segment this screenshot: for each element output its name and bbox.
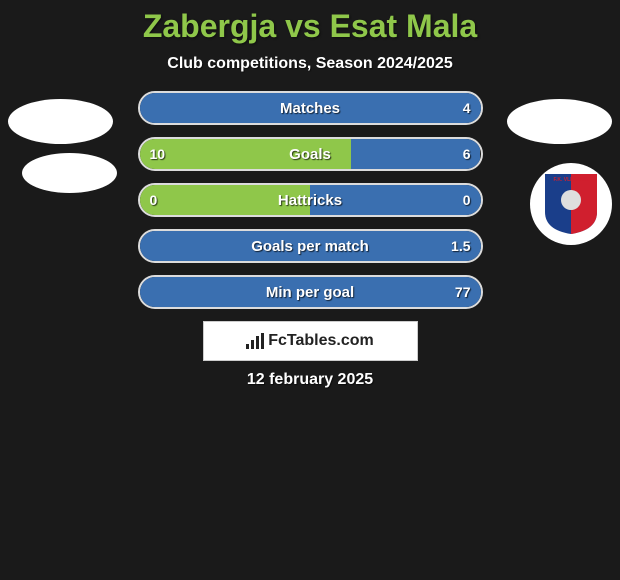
stat-value-left: 0 xyxy=(150,185,158,215)
stat-row: Matches4 xyxy=(138,91,483,125)
stat-row: Goals10 6 xyxy=(138,137,483,171)
stat-value-right: 6 xyxy=(463,139,471,169)
vllaznia-shield-icon: F.K. VLLAZNIA xyxy=(543,172,599,236)
player-left-avatar-placeholder xyxy=(8,99,113,144)
stat-label: Hattricks xyxy=(140,185,481,215)
page-title: Zabergja vs Esat Mala xyxy=(0,8,620,45)
brand-text: FcTables.com xyxy=(268,332,374,350)
badge-text: F.K. VLLAZNIA xyxy=(554,177,589,183)
subtitle: Club competitions, Season 2024/2025 xyxy=(0,55,620,73)
stat-row: Goals per match1.5 xyxy=(138,229,483,263)
stat-value-right: 0 xyxy=(463,185,471,215)
stats-area: F.K. VLLAZNIA Matches4 Goals10 6 Hattricks0… xyxy=(0,91,620,309)
stat-value-right: 77 xyxy=(455,277,471,307)
stat-label: Goals xyxy=(140,139,481,169)
comparison-card: Zabergja vs Esat Mala Club competitions,… xyxy=(0,0,620,389)
stat-rows: Matches4 Goals10 6 Hattricks0 0 Goals per mat… xyxy=(138,91,483,309)
stat-label: Goals per match xyxy=(140,231,481,261)
stat-row: Min per goal77 xyxy=(138,275,483,309)
stat-label: Matches xyxy=(140,93,481,123)
stat-value-right: 1.5 xyxy=(451,231,470,261)
stat-value-left: 10 xyxy=(150,139,166,169)
club-left-badge-placeholder xyxy=(22,153,117,193)
stat-label: Min per goal xyxy=(140,277,481,307)
player-right-avatar-placeholder xyxy=(507,99,612,144)
club-right-badge: F.K. VLLAZNIA xyxy=(530,163,612,245)
brand-logo[interactable]: FcTables.com xyxy=(203,321,418,361)
stat-value-right: 4 xyxy=(463,93,471,123)
bars-icon xyxy=(246,333,264,349)
stat-row: Hattricks0 0 xyxy=(138,183,483,217)
footer-date: 12 february 2025 xyxy=(0,371,620,389)
